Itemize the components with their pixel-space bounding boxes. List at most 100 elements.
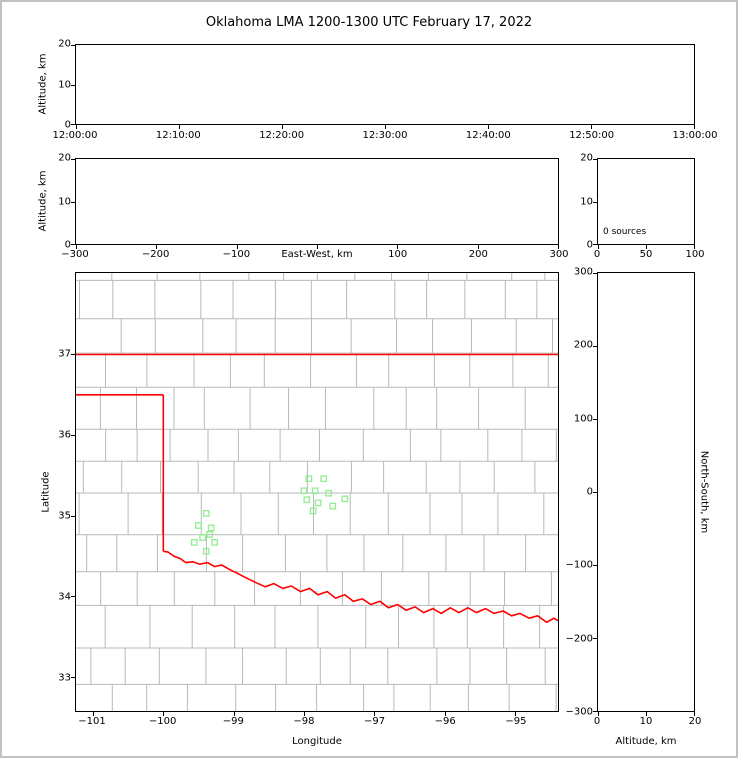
tick-mark	[233, 712, 235, 716]
tick-label: 200	[468, 249, 488, 260]
tick-mark	[598, 712, 599, 716]
station-marker	[206, 530, 214, 538]
tick-mark	[92, 712, 94, 716]
tick-mark	[593, 244, 597, 245]
tick-label: 200	[573, 339, 593, 351]
ew-height-x-label: East-West, km	[281, 249, 353, 260]
tick-label: −200	[141, 249, 170, 260]
tick-label: 35	[58, 510, 71, 522]
tick-mark	[71, 159, 75, 160]
station-marker	[199, 534, 207, 541]
ew-height-y-axis: 20 10 0	[45, 153, 71, 251]
tick-label: 10	[58, 79, 71, 90]
red-river	[163, 550, 558, 624]
station-marker	[314, 499, 322, 507]
tick-label: 12:40:00	[465, 130, 511, 141]
tick-mark	[385, 125, 386, 129]
tick-mark	[593, 492, 597, 493]
altitude-histogram-y-axis: 20 10 0	[567, 153, 593, 251]
tick-label: 33	[58, 672, 71, 684]
ns-height-y-axis: 300 200 100 0 −100 −200 −300	[565, 267, 593, 718]
tick-mark	[317, 245, 318, 249]
tick-label: 13:00:00	[672, 130, 718, 141]
tick-label: −100	[565, 559, 593, 571]
tick-label: 100	[685, 249, 705, 260]
tick-mark	[593, 273, 597, 274]
tick-label: 36	[58, 429, 71, 441]
station-marker	[320, 475, 328, 483]
tick-mark	[593, 564, 597, 566]
station-marker	[303, 496, 311, 504]
tick-mark	[397, 245, 399, 249]
map-x-axis: −101 −100 −99 −98 −97 −96 −95	[75, 716, 559, 729]
tick-label: 12:20:00	[259, 130, 305, 141]
tick-mark	[488, 125, 489, 129]
tick-label: −300	[565, 706, 593, 718]
station-marker	[211, 539, 218, 546]
station-marker	[309, 507, 317, 515]
tick-mark	[593, 711, 597, 712]
ew-height-x-axis: −300 −200 −100 100 200 300	[61, 249, 568, 262]
tick-label: −95	[505, 716, 527, 727]
tick-mark	[71, 244, 75, 245]
tick-label: 12:30:00	[362, 130, 408, 141]
station-marker	[329, 502, 337, 510]
tick-label: 100	[388, 249, 408, 260]
tick-mark	[598, 245, 599, 249]
tick-mark	[71, 596, 75, 598]
tick-mark	[646, 245, 647, 249]
tick-label: 300	[549, 249, 569, 260]
tick-mark	[156, 245, 158, 249]
tick-label: 34	[58, 591, 71, 603]
tick-mark	[236, 245, 238, 249]
tick-label: 20	[58, 38, 71, 50]
tick-mark	[71, 435, 75, 437]
tick-label: −200	[565, 633, 593, 645]
station-markers	[190, 475, 349, 555]
ew-height-panel	[71, 158, 559, 249]
tick-label: 12:50:00	[569, 130, 615, 141]
tick-label: 300	[573, 266, 593, 278]
tick-mark	[76, 245, 77, 249]
tick-label: −100	[222, 249, 251, 260]
tick-label: 12:10:00	[155, 130, 201, 141]
tick-label: 100	[573, 413, 593, 425]
station-marker	[202, 547, 210, 555]
tick-label: 10	[58, 196, 71, 207]
tick-mark	[593, 345, 597, 347]
tick-mark	[71, 354, 75, 356]
tick-label: 10	[639, 716, 653, 727]
tick-mark	[179, 125, 180, 129]
tick-label: −97	[364, 716, 386, 727]
tick-label: −100	[148, 716, 177, 727]
tick-mark	[303, 712, 305, 716]
station-marker	[325, 489, 332, 497]
county-lines	[76, 273, 558, 711]
tick-label: 10	[580, 196, 593, 207]
station-marker	[305, 475, 313, 483]
tick-mark	[71, 201, 75, 203]
tick-label: 0	[586, 486, 593, 498]
station-marker	[341, 495, 349, 503]
tick-mark	[694, 245, 695, 249]
station-marker	[202, 510, 210, 517]
tick-mark	[558, 245, 559, 249]
tick-label: −96	[434, 716, 456, 727]
ew-height-y-label: Altitude, km	[37, 170, 49, 232]
tick-label: 0	[64, 239, 71, 251]
tick-mark	[71, 84, 75, 86]
tick-mark	[163, 712, 165, 716]
source-count-annotation: 0 sources	[603, 227, 647, 237]
tick-mark	[646, 712, 647, 716]
tick-label: −98	[293, 716, 315, 727]
tick-mark	[591, 125, 592, 129]
map-canvas	[76, 273, 558, 711]
tick-mark	[444, 712, 446, 716]
tick-mark	[477, 245, 479, 249]
tick-label: 37	[58, 348, 71, 360]
tick-mark	[593, 638, 597, 639]
tick-mark	[71, 45, 75, 46]
tick-label: 20	[580, 152, 593, 164]
tick-mark	[593, 201, 597, 203]
tick-mark	[71, 677, 75, 679]
